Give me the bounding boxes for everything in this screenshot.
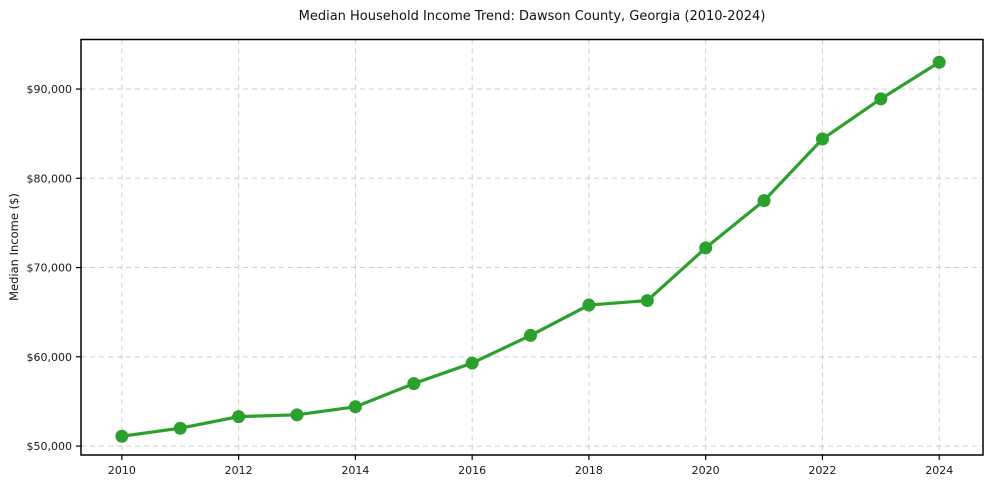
data-point-2024 bbox=[932, 55, 946, 69]
y-tick-label: $50,000 bbox=[27, 440, 73, 453]
data-point-2019 bbox=[640, 294, 654, 308]
data-point-2017 bbox=[524, 328, 538, 342]
x-tick-label: 2018 bbox=[575, 464, 603, 477]
x-tick-label: 2024 bbox=[925, 464, 953, 477]
data-point-2014 bbox=[348, 400, 362, 414]
x-tick-label: 2020 bbox=[692, 464, 720, 477]
income-trend-line bbox=[120, 60, 941, 438]
data-point-2020 bbox=[699, 241, 713, 255]
chart-title: Median Household Income Trend: Dawson Co… bbox=[298, 9, 766, 24]
data-point-2022 bbox=[815, 132, 829, 146]
y-tick-label: $60,000 bbox=[27, 351, 73, 364]
x-tick-label: 2010 bbox=[108, 464, 136, 477]
y-tick-label: $80,000 bbox=[27, 172, 73, 185]
plot-border bbox=[80, 38, 984, 456]
x-tick-label: 2012 bbox=[225, 464, 253, 477]
data-point-2015 bbox=[407, 377, 421, 391]
data-point-2012 bbox=[232, 410, 246, 424]
x-tick-label: 2014 bbox=[341, 464, 369, 477]
data-point-2011 bbox=[173, 421, 187, 435]
x-tick-label: 2022 bbox=[808, 464, 836, 477]
data-point-2016 bbox=[465, 356, 479, 370]
x-tick-label: 2016 bbox=[458, 464, 486, 477]
data-point-2021 bbox=[757, 194, 771, 208]
y-tick-label: $90,000 bbox=[27, 83, 73, 96]
data-point-2013 bbox=[290, 408, 304, 422]
data-point-2018 bbox=[582, 298, 596, 312]
y-tick-label: $70,000 bbox=[27, 262, 73, 275]
data-point-2010 bbox=[115, 429, 129, 443]
data-point-2023 bbox=[874, 92, 888, 106]
